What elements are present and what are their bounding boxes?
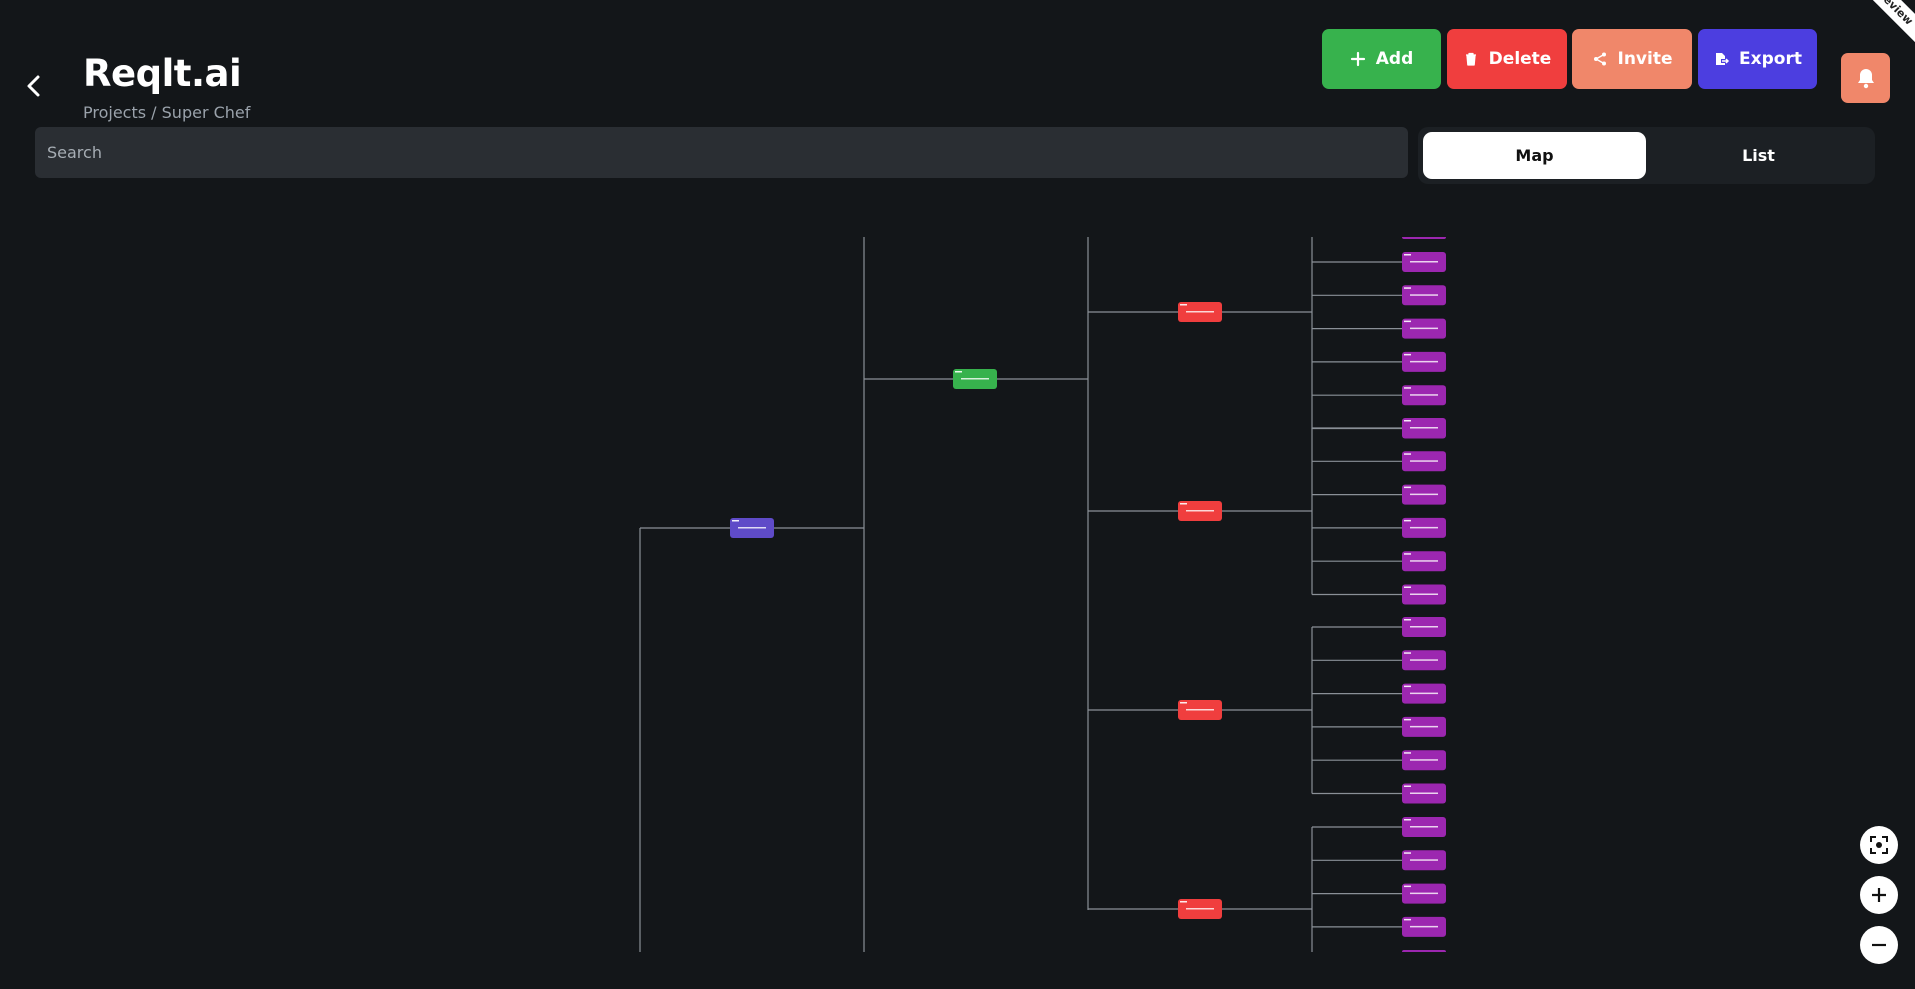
story-node[interactable] xyxy=(1402,850,1446,871)
preview-ribbon: Preview xyxy=(1843,0,1915,56)
story-node[interactable] xyxy=(1402,484,1446,505)
epic-node[interactable] xyxy=(1178,899,1222,919)
story-node[interactable] xyxy=(1402,650,1446,671)
export-button[interactable]: Export xyxy=(1698,29,1817,89)
delete-button[interactable]: Delete xyxy=(1447,29,1567,89)
search-input[interactable] xyxy=(35,127,1408,178)
add-button-label: Add xyxy=(1375,49,1414,69)
story-node[interactable] xyxy=(1402,551,1446,572)
export-button-label: Export xyxy=(1739,49,1802,69)
feature-node[interactable] xyxy=(953,369,997,389)
epic-node[interactable] xyxy=(1178,700,1222,720)
story-node[interactable] xyxy=(1402,783,1446,804)
zoom-out-button[interactable] xyxy=(1860,926,1898,964)
epic-node[interactable] xyxy=(1178,302,1222,322)
share-icon xyxy=(1593,52,1606,66)
story-node-partial[interactable] xyxy=(1402,237,1446,239)
story-node[interactable] xyxy=(1402,252,1446,272)
page-title: Reqlt.ai xyxy=(83,52,242,95)
invite-button-label: Invite xyxy=(1617,49,1673,69)
fit-view-icon xyxy=(1870,836,1888,854)
breadcrumb[interactable]: Projects / Super Chef xyxy=(83,103,251,122)
story-node[interactable] xyxy=(1402,517,1446,538)
plus-icon xyxy=(1350,51,1365,67)
story-node[interactable] xyxy=(1402,351,1446,372)
story-node[interactable] xyxy=(1402,451,1446,472)
story-node[interactable] xyxy=(1402,617,1446,637)
back-arrow-icon[interactable] xyxy=(22,72,46,100)
root-node[interactable] xyxy=(730,518,774,538)
delete-button-label: Delete xyxy=(1488,49,1552,69)
add-button[interactable]: Add xyxy=(1322,29,1441,89)
story-node[interactable] xyxy=(1402,285,1446,306)
story-node[interactable] xyxy=(1402,916,1446,937)
bell-icon xyxy=(1857,69,1874,89)
invite-button[interactable]: Invite xyxy=(1572,29,1692,89)
zoom-in-button[interactable] xyxy=(1860,876,1898,914)
tab-list[interactable]: List xyxy=(1742,146,1775,165)
requirements-map[interactable] xyxy=(0,237,1915,952)
story-node[interactable] xyxy=(1402,318,1446,339)
view-toggle: Map List xyxy=(1418,127,1875,184)
story-node[interactable] xyxy=(1402,418,1446,438)
zoom-out-icon xyxy=(1872,943,1886,947)
fit-view-button[interactable] xyxy=(1860,826,1898,864)
notifications-button[interactable] xyxy=(1841,53,1890,103)
story-node[interactable] xyxy=(1402,584,1446,605)
export-icon xyxy=(1716,53,1730,65)
story-node[interactable] xyxy=(1402,750,1446,771)
story-node[interactable] xyxy=(1402,385,1446,406)
story-node[interactable] xyxy=(1402,883,1446,904)
story-node[interactable] xyxy=(1402,683,1446,704)
tab-map[interactable]: Map xyxy=(1423,132,1646,179)
trash-icon xyxy=(1465,52,1476,66)
epic-node[interactable] xyxy=(1178,501,1222,521)
zoom-in-icon xyxy=(1872,888,1886,902)
story-node[interactable] xyxy=(1402,716,1446,737)
story-node-partial[interactable] xyxy=(1402,950,1446,952)
story-node[interactable] xyxy=(1402,817,1446,837)
